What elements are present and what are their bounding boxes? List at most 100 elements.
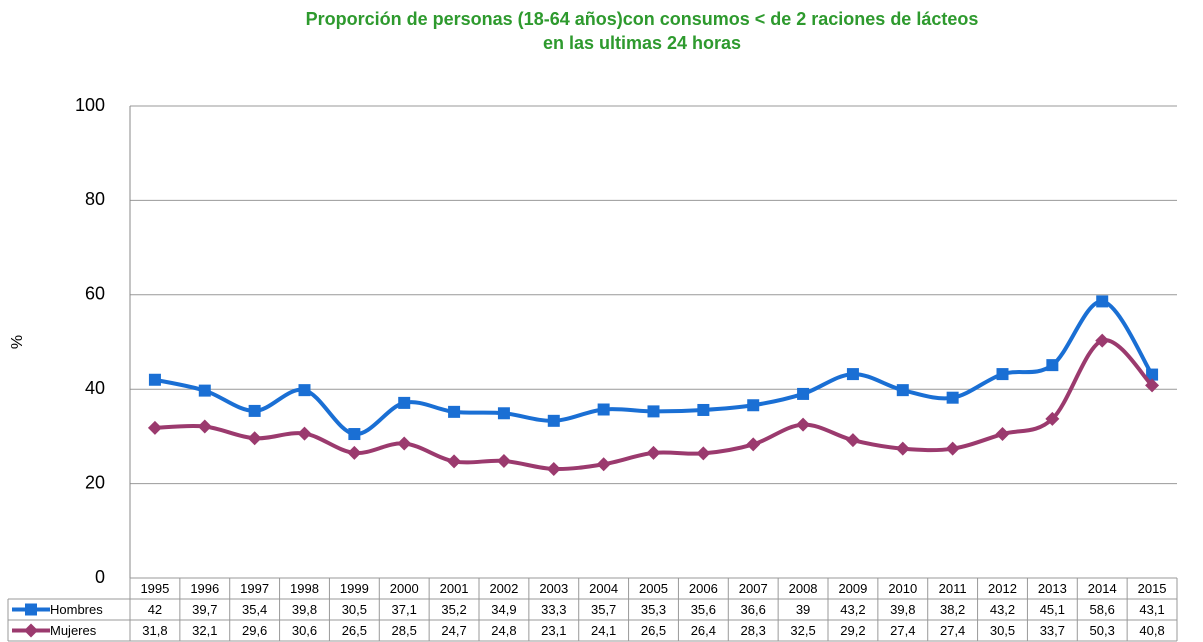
table-value: 28,3 — [741, 623, 766, 638]
table-value: 45,1 — [1040, 602, 1065, 617]
marker — [148, 373, 161, 386]
table-value: 39,8 — [890, 602, 915, 617]
table-value: 39,8 — [292, 602, 317, 617]
legend-label: Hombres — [50, 602, 103, 617]
table-value: 43,2 — [990, 602, 1015, 617]
table-value: 24,8 — [491, 623, 516, 638]
marker — [996, 368, 1009, 381]
table-value: 23,1 — [541, 623, 566, 638]
x-tick-label: 2000 — [390, 581, 419, 596]
table-value: 31,8 — [142, 623, 167, 638]
y-tick-label: 100 — [75, 95, 105, 115]
table-value: 24,1 — [591, 623, 616, 638]
x-tick-label: 2009 — [838, 581, 867, 596]
y-tick-label: 0 — [95, 567, 105, 587]
table-value: 39 — [796, 602, 810, 617]
table-value: 35,6 — [691, 602, 716, 617]
marker — [347, 445, 362, 460]
marker — [348, 428, 361, 441]
table-value: 50,3 — [1090, 623, 1115, 638]
marker — [397, 436, 412, 451]
y-tick-label: 60 — [85, 284, 105, 304]
marker — [747, 399, 760, 412]
legend-marker — [25, 603, 37, 616]
table-value: 37,1 — [392, 602, 417, 617]
table-value: 27,4 — [940, 623, 965, 638]
marker — [945, 441, 960, 456]
marker — [546, 461, 561, 476]
x-tick-label: 1996 — [190, 581, 219, 596]
marker — [297, 426, 312, 441]
legend-marker — [24, 623, 38, 638]
table-value: 35,3 — [641, 602, 666, 617]
table-value: 38,2 — [940, 602, 965, 617]
marker — [248, 404, 261, 417]
x-tick-label: 2014 — [1088, 581, 1117, 596]
x-tick-label: 2004 — [589, 581, 618, 596]
table-value: 26,5 — [342, 623, 367, 638]
table-value: 36,6 — [741, 602, 766, 617]
x-tick-label: 2005 — [639, 581, 668, 596]
table-value: 32,1 — [192, 623, 217, 638]
x-tick-label: 2003 — [539, 581, 568, 596]
marker — [995, 427, 1010, 442]
marker — [197, 419, 212, 434]
marker — [398, 396, 411, 409]
marker — [1146, 368, 1159, 381]
table-value: 43,1 — [1139, 602, 1164, 617]
legend-label: Mujeres — [50, 623, 97, 638]
marker — [796, 417, 811, 432]
marker — [1096, 295, 1109, 308]
marker — [147, 420, 162, 435]
marker — [896, 384, 909, 397]
marker — [845, 433, 860, 448]
marker — [596, 457, 611, 472]
x-tick-label: 2008 — [789, 581, 818, 596]
x-tick-label: 1995 — [140, 581, 169, 596]
table-value: 24,7 — [441, 623, 466, 638]
table-value: 42 — [148, 602, 162, 617]
table-value: 29,2 — [840, 623, 865, 638]
table-value: 28,5 — [392, 623, 417, 638]
x-tick-label: 2010 — [888, 581, 917, 596]
table-value: 33,3 — [541, 602, 566, 617]
table-value: 30,6 — [292, 623, 317, 638]
table-value: 29,6 — [242, 623, 267, 638]
marker — [447, 454, 462, 469]
y-tick-label: 80 — [85, 189, 105, 209]
table-value: 35,4 — [242, 602, 267, 617]
table-value: 58,6 — [1090, 602, 1115, 617]
marker — [697, 403, 710, 416]
table-value: 33,7 — [1040, 623, 1065, 638]
marker — [298, 384, 311, 397]
marker — [797, 387, 810, 400]
y-axis-label: % — [9, 335, 26, 349]
x-tick-label: 1999 — [340, 581, 369, 596]
x-tick-label: 2006 — [689, 581, 718, 596]
marker — [696, 446, 711, 461]
table-value: 26,5 — [641, 623, 666, 638]
table-value: 26,4 — [691, 623, 716, 638]
x-tick-label: 2002 — [489, 581, 518, 596]
x-tick-label: 1997 — [240, 581, 269, 596]
table-value: 35,7 — [591, 602, 616, 617]
marker — [448, 405, 461, 418]
marker — [1145, 378, 1160, 393]
y-tick-label: 40 — [85, 378, 105, 398]
marker — [746, 437, 761, 452]
marker — [198, 384, 211, 397]
marker — [647, 405, 660, 418]
marker — [247, 431, 262, 446]
marker — [1095, 333, 1110, 348]
x-tick-label: 2013 — [1038, 581, 1067, 596]
y-tick-label: 20 — [85, 472, 105, 492]
marker — [497, 407, 510, 420]
table-value: 34,9 — [491, 602, 516, 617]
table-value: 30,5 — [990, 623, 1015, 638]
chart-title: en las ultimas 24 horas — [543, 33, 741, 53]
x-tick-label: 2012 — [988, 581, 1017, 596]
marker — [646, 445, 661, 460]
x-tick-label: 2011 — [939, 581, 967, 596]
